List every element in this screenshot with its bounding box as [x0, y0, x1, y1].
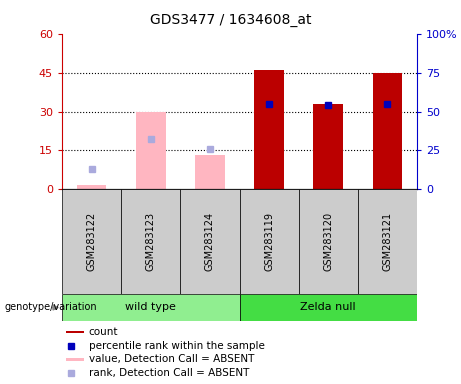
Bar: [240, 189, 299, 294]
Text: GSM283123: GSM283123: [146, 212, 156, 271]
Bar: [65, 358, 84, 361]
Bar: [180, 189, 240, 294]
Text: GSM283121: GSM283121: [383, 212, 392, 271]
Text: percentile rank within the sample: percentile rank within the sample: [89, 341, 265, 351]
Text: rank, Detection Call = ABSENT: rank, Detection Call = ABSENT: [89, 368, 249, 378]
Bar: [136, 111, 165, 189]
Text: GDS3477 / 1634608_at: GDS3477 / 1634608_at: [150, 13, 311, 27]
Bar: [65, 331, 84, 333]
Text: wild type: wild type: [125, 303, 176, 313]
Bar: [358, 189, 417, 294]
Bar: [77, 185, 106, 189]
Text: genotype/variation: genotype/variation: [5, 303, 97, 313]
Text: GSM283120: GSM283120: [323, 212, 333, 271]
Text: GSM283124: GSM283124: [205, 212, 215, 271]
Bar: [62, 189, 121, 294]
Text: GSM283119: GSM283119: [264, 212, 274, 271]
Bar: [240, 294, 417, 321]
Bar: [372, 73, 402, 189]
Text: GSM283122: GSM283122: [87, 212, 97, 271]
Text: Zelda null: Zelda null: [301, 303, 356, 313]
Bar: [313, 104, 343, 189]
Bar: [195, 156, 225, 189]
Bar: [299, 189, 358, 294]
Bar: [62, 294, 240, 321]
Bar: [121, 189, 180, 294]
Text: count: count: [89, 327, 118, 337]
Bar: [254, 70, 284, 189]
Text: value, Detection Call = ABSENT: value, Detection Call = ABSENT: [89, 354, 254, 364]
